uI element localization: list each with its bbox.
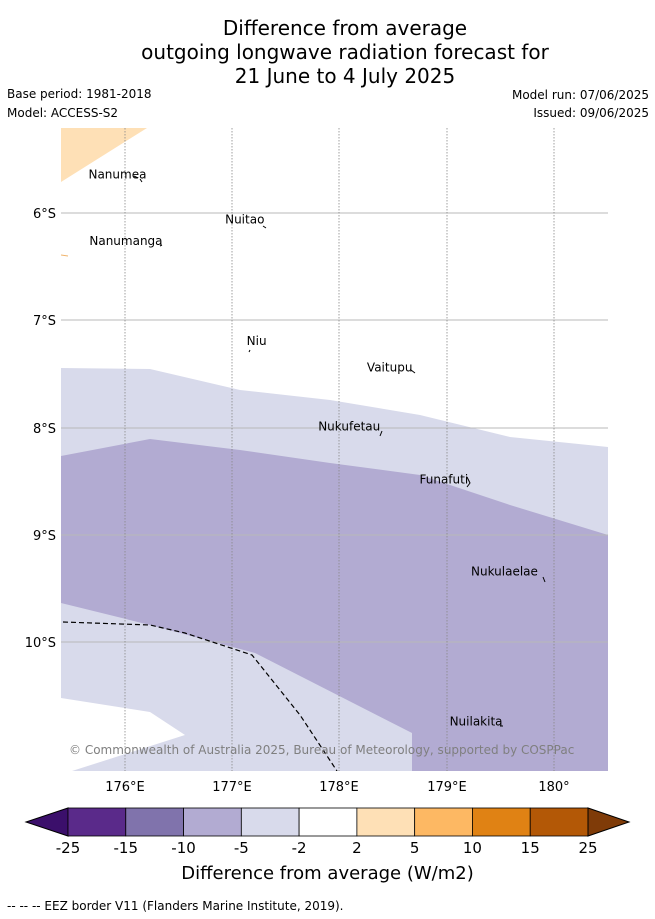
- colorbar-tick-label: 5: [410, 839, 420, 857]
- colorbar-swatch: [183, 807, 242, 837]
- title-line-2: outgoing longwave radiation forecast for: [141, 40, 549, 64]
- colorbar-swatch: [356, 807, 416, 837]
- colorbar-tick-label: -10: [171, 839, 196, 857]
- colorbar-swatch: [529, 807, 589, 837]
- lon-label: 179°E: [427, 780, 467, 795]
- colorbar-tick-label: 25: [578, 839, 597, 857]
- lat-label: 8°S: [33, 422, 56, 437]
- place-label-funafuti: Funafuti: [420, 472, 469, 486]
- colorbar-tick-label: -15: [114, 839, 139, 857]
- colorbar-under-arrow: [24, 807, 69, 837]
- colorbar: -25 -15 -10 -5 -2 2 5 10 15 25: [24, 807, 631, 857]
- place-label-nanumanga: Nanumanga: [89, 234, 162, 248]
- place-label-nuilakita: Nuilakita: [450, 715, 503, 729]
- title-line-1: Difference from average: [222, 16, 468, 40]
- colorbar-over-arrow: [587, 807, 631, 837]
- place-label-nanumea: Nanumea: [88, 168, 146, 182]
- map-panel: Nanumea Nuitao Nanumanga Niu Vaitupu Nukufeta…: [25, 128, 608, 795]
- colorbar-swatch: [67, 807, 127, 837]
- colorbar-swatch: [472, 807, 531, 837]
- colorbar-ticks: -25 -15 -10 -5 -2 2 5 10 15 25: [56, 839, 598, 857]
- place-label-nukufetau: Nukufetau: [318, 420, 380, 434]
- colorbar-tick-label: -25: [56, 839, 81, 857]
- lat-label: 7°S: [33, 314, 56, 329]
- lat-label: 9°S: [33, 529, 56, 544]
- colorbar-tick-label: 2: [352, 839, 362, 857]
- place-label-nuitao: Nuitao: [225, 213, 264, 227]
- lon-label: 178°E: [319, 780, 359, 795]
- place-label-nukulaelae: Nukulaelae: [471, 565, 538, 579]
- place-label-vaitupu: Vaitupu: [367, 361, 413, 375]
- colorbar-swatch: [125, 807, 184, 837]
- lat-gridlines: [61, 212, 608, 643]
- colorbar-swatch: [414, 807, 473, 837]
- colorbar-tick-label: 15: [521, 839, 540, 857]
- eez-legend: -- -- -- EEZ border V11 (Flanders Marine…: [7, 899, 344, 913]
- colorbar-body: [24, 807, 631, 837]
- anomaly-fields: Nanumea Nuitao Nanumanga Niu Vaitupu Nukufeta…: [61, 128, 608, 771]
- lon-label: 177°E: [212, 780, 252, 795]
- anomaly-region-negative: [61, 439, 608, 771]
- colorbar-swatch: [298, 807, 358, 837]
- eez-border: [62, 621, 338, 771]
- lon-label: 180°: [538, 780, 569, 795]
- issued-date: Issued: 09/06/2025: [533, 106, 649, 120]
- model-name: Model: ACCESS-S2: [7, 106, 119, 120]
- model-run: Model run: 07/06/2025: [511, 88, 649, 102]
- base-period: Base period: 1981-2018: [7, 87, 152, 101]
- colorbar-swatch: [240, 807, 300, 837]
- place-label-niu: Niu: [247, 334, 267, 348]
- lon-gridlines: [124, 128, 555, 771]
- lat-tick-labels: 6°S 7°S 8°S 9°S 10°S: [25, 207, 56, 651]
- anomaly-region-positive: [61, 128, 147, 182]
- lon-tick-labels: 176°E 177°E 178°E 179°E 180°: [105, 780, 569, 795]
- place-labels: Nanumea Nuitao Nanumanga Niu Vaitupu Nukufeta…: [88, 168, 537, 729]
- colorbar-label: Difference from average (W/m2): [181, 863, 474, 884]
- copyright-notice: © Commonwealth of Australia 2025, Bureau…: [69, 743, 574, 757]
- colorbar-tick-label: -2: [292, 839, 307, 857]
- lat-label: 6°S: [33, 207, 56, 222]
- title-line-3: 21 June to 4 July 2025: [234, 64, 456, 88]
- island-outlines: [61, 175, 546, 727]
- colorbar-tick-label: 10: [463, 839, 482, 857]
- map-title: Difference from average outgoing longwav…: [0, 16, 655, 88]
- lon-label: 176°E: [105, 780, 145, 795]
- colorbar-tick-label: -5: [234, 839, 249, 857]
- lat-label: 10°S: [25, 636, 56, 651]
